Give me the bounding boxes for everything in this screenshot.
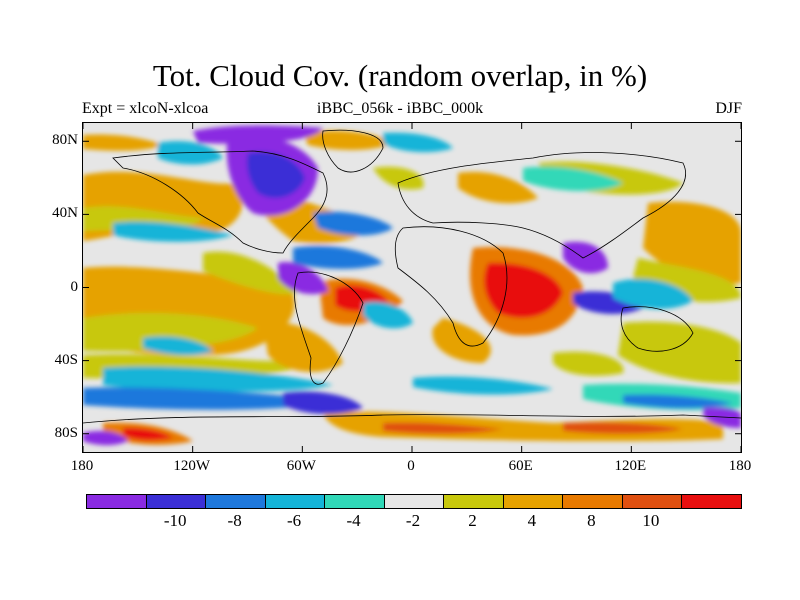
lon-label: 120W xyxy=(173,458,210,474)
anomaly-patch xyxy=(293,245,383,269)
lat-label: 40S xyxy=(54,351,78,368)
lon-label: 120E xyxy=(614,458,647,474)
colorbar-label: -10 xyxy=(163,511,187,530)
anomaly-patch xyxy=(143,336,213,355)
anomaly-patch xyxy=(703,406,741,428)
lat-label: 80N xyxy=(52,132,78,149)
anomaly-patch xyxy=(323,411,723,442)
anomaly-patch xyxy=(432,318,491,363)
coastline-greenland xyxy=(322,129,384,173)
colorbar-swatch xyxy=(325,495,385,508)
lon-label: 60E xyxy=(508,458,533,474)
coastline-south-america xyxy=(294,271,364,385)
anomaly-patch xyxy=(363,301,413,329)
colorbar-swatch xyxy=(146,495,207,508)
lat-label: 80S xyxy=(54,424,78,441)
coastline-antarctica xyxy=(83,414,741,424)
longitude-ticks xyxy=(83,123,741,452)
colorbar-swatch xyxy=(87,495,147,508)
colorbar-swatch xyxy=(444,495,504,508)
anomaly-field xyxy=(83,125,741,446)
anomaly-patch xyxy=(383,422,503,434)
experiment-label: Expt = xlcoN-xlcoa xyxy=(82,100,209,117)
anomaly-patch xyxy=(193,125,323,144)
lon-label: 180 xyxy=(728,458,752,474)
anomaly-patch xyxy=(523,166,623,192)
colorbar-label: 8 xyxy=(587,511,596,530)
anomaly-patch xyxy=(553,351,624,376)
coastline-africa xyxy=(394,226,508,347)
anomaly-patch xyxy=(113,221,233,242)
colorbar-swatch xyxy=(206,495,266,508)
lon-label: 180 xyxy=(70,458,94,474)
anomaly-patch xyxy=(83,312,258,352)
cloud-cover-map xyxy=(83,123,741,452)
anomaly-patch xyxy=(563,241,608,274)
coastline-eurasia xyxy=(397,152,686,259)
anomaly-patch xyxy=(283,391,363,415)
colorbar-label: -6 xyxy=(286,511,302,530)
anomaly-patch xyxy=(383,132,453,153)
anomaly-patch xyxy=(83,430,128,446)
anomaly-patch xyxy=(313,211,393,236)
coastline-australia xyxy=(620,306,694,352)
difference-label: iBBC_056k - iBBC_000k xyxy=(316,100,484,117)
anomaly-patch xyxy=(203,251,298,295)
colorbar-swatch xyxy=(265,495,326,508)
plot-title: Tot. Cloud Cov. (random overlap, in %) xyxy=(152,58,648,93)
colorbar-label: -4 xyxy=(346,511,361,530)
colorbar xyxy=(86,494,742,509)
colorbar-label: 2 xyxy=(468,511,477,530)
anomaly-patch xyxy=(263,322,343,372)
lat-label: 40N xyxy=(52,205,78,222)
anomaly-patch xyxy=(623,394,733,409)
anomaly-patch xyxy=(246,151,305,198)
colorbar-label: 4 xyxy=(527,511,537,530)
lat-label: 0 xyxy=(70,278,79,295)
anomaly-patch xyxy=(643,201,741,284)
colorbar-swatch xyxy=(503,495,564,508)
colorbar-swatch xyxy=(384,495,445,508)
anomaly-patch xyxy=(83,387,343,410)
colorbar-swatch xyxy=(622,495,683,508)
lon-label: 60W xyxy=(286,458,316,474)
map-panel xyxy=(82,122,742,453)
anomaly-patch xyxy=(123,427,173,441)
anomaly-patch xyxy=(563,422,683,434)
season-label: DJF xyxy=(715,100,742,117)
colorbar-label: -2 xyxy=(405,511,421,530)
anomaly-patch xyxy=(613,279,693,309)
anomaly-patch xyxy=(303,130,393,150)
colorbar-swatch xyxy=(682,495,742,508)
anomaly-patch xyxy=(103,366,333,392)
anomaly-patch xyxy=(278,262,328,295)
colorbar-swatch xyxy=(563,495,623,508)
colorbar-label: -8 xyxy=(227,511,242,530)
anomaly-patch xyxy=(458,171,538,204)
anomaly-patch xyxy=(618,321,741,384)
anomaly-patch xyxy=(484,262,563,318)
coastline-north-america xyxy=(112,150,328,254)
lon-label: 0 xyxy=(407,458,415,474)
anomaly-patch xyxy=(83,134,163,151)
anomaly-patch xyxy=(373,166,424,190)
anomaly-patch xyxy=(413,376,553,395)
coastlines xyxy=(83,129,741,424)
latitude-ticks xyxy=(83,140,741,435)
colorbar-label: 10 xyxy=(642,511,660,530)
